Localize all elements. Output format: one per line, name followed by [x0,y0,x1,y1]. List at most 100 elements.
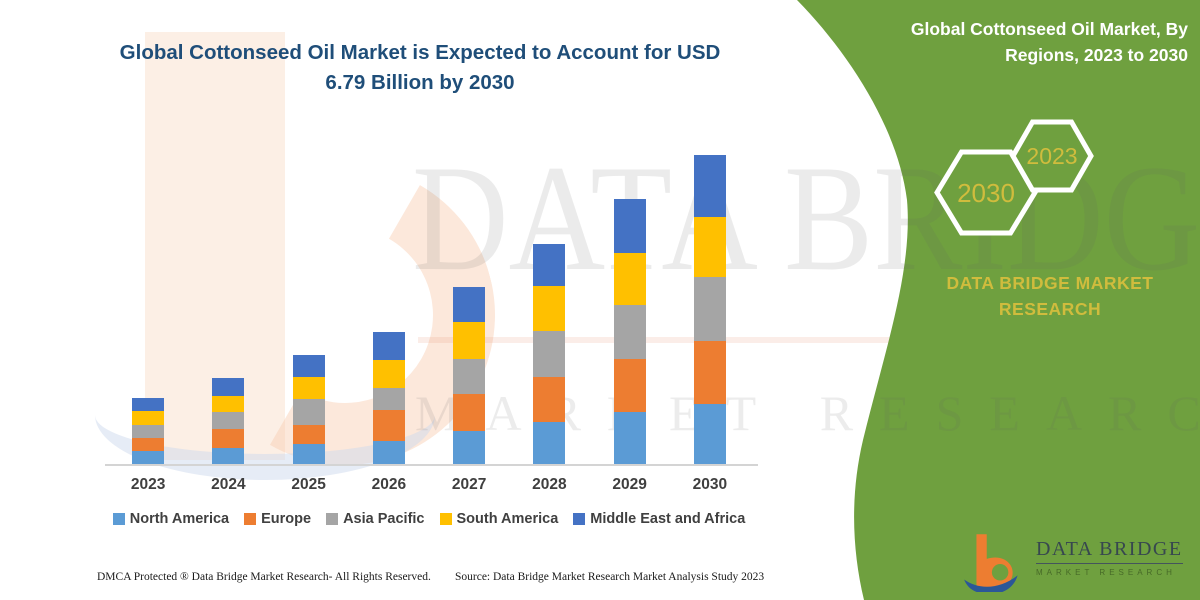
bar-segment-north-america [132,451,165,465]
bar-segment-middle-east-and-africa [533,244,566,286]
bar-segment-north-america [533,422,566,465]
bar-segment-south-america [372,360,405,388]
bar-column-2027: 2027 [429,155,509,493]
bar-segment-europe [693,341,726,404]
bar-segment-middle-east-and-africa [693,155,726,217]
hexagon-2030-label: 2030 [957,178,1015,208]
bar-segment-south-america [693,217,726,277]
bar-segment-asia-pacific [212,412,245,429]
legend-item-europe: Europe [244,511,311,527]
chart-title: Global Cottonseed Oil Market is Expected… [119,41,721,94]
footer-dmca-text: DMCA Protected ® Data Bridge Market Rese… [97,571,431,583]
bar-segment-asia-pacific [132,425,165,438]
brand-wordmark-block: DATA BRIDGE MARKET RESEARCH [1036,538,1183,577]
bar-column-2030: 2030 [670,155,750,493]
bar-segment-north-america [372,441,405,465]
bar-stack-2028 [533,244,566,465]
bar-segment-asia-pacific [693,277,726,341]
legend-label-asia-pacific: Asia Pacific [343,511,425,527]
x-axis-line [105,464,758,466]
legend-swatch-north-america [112,513,125,525]
bar-segment-south-america [132,411,165,425]
bar-segment-asia-pacific [292,399,325,425]
bar-segment-north-america [292,444,325,465]
watermark-underline-stripe [418,337,1098,343]
bar-segment-north-america [693,404,726,465]
panel-title: Global Cottonseed Oil Market, By Regions… [910,19,1188,66]
x-axis-label-2030: 2030 [692,476,728,493]
brand-wordmark: DATA BRIDGE [1036,538,1183,564]
legend-swatch-asia-pacific [326,513,339,525]
bar-segment-europe [613,359,646,412]
bar-column-2023: 2023 [108,155,188,493]
bar-stack-2027 [453,287,486,465]
bar-column-2025: 2025 [269,155,349,493]
bar-segment-europe [372,410,405,441]
legend-item-south-america: South America [439,511,559,527]
bar-segment-asia-pacific [613,305,646,359]
bar-segment-europe [533,377,566,422]
legend-label-south-america: South America [456,511,559,527]
legend-item-middle-east-and-africa: Middle East and Africa [573,511,745,527]
bar-segment-asia-pacific [372,388,405,410]
bar-segment-asia-pacific [453,359,486,394]
legend-swatch-europe [244,513,257,525]
bar-segment-south-america [453,322,486,359]
legend-item-north-america: North America [112,511,230,527]
bar-segment-south-america [212,396,245,412]
bar-stack-2024 [212,378,245,465]
bar-segment-south-america [533,286,566,331]
legend: North America Europe Asia Pacific South Ame… [100,511,758,527]
bar-stack-2023 [132,398,165,465]
green-panel-shape [797,0,1200,600]
bar-stack-2025 [292,355,325,465]
x-axis-label-2024: 2024 [211,476,246,493]
bar-column-2024: 2024 [188,155,268,493]
bar-segment-north-america [613,412,646,465]
bar-column-2028: 2028 [509,155,589,493]
legend-label-europe: Europe [261,511,312,527]
bar-column-2029: 2029 [590,155,670,493]
bar-segment-middle-east-and-africa [132,398,165,411]
bar-segment-asia-pacific [533,331,566,377]
bar-segment-europe [453,394,486,431]
legend-swatch-middle-east-and-africa [573,513,586,525]
panel-brand-caption: DATA BRIDGE MARKET RESEARCH [946,273,1154,320]
bar-segment-middle-east-and-africa [613,199,646,253]
legend-label-north-america: North America [129,511,230,527]
footer-source-text: Source: Data Bridge Market Research Mark… [455,571,765,583]
x-axis-label-2028: 2028 [532,476,567,493]
data-bridge-logo-icon [964,534,1018,592]
brand-tagline: MARKET RESEARCH [1036,568,1176,577]
brand-logo: DATA BRIDGE MARKET RESEARCH [960,532,1183,592]
bar-segment-north-america [453,431,486,465]
bar-segment-middle-east-and-africa [453,287,486,322]
legend-label-middle-east-and-africa: Middle East and Africa [590,511,746,527]
bar-segment-middle-east-and-africa [292,355,325,377]
x-axis-label-2029: 2029 [612,476,647,493]
hexagon-2023-label: 2023 [1026,143,1078,169]
x-axis-label-2026: 2026 [371,476,407,493]
legend-item-asia-pacific: Asia Pacific [326,511,425,527]
bar-column-2026: 2026 [349,155,429,493]
bar-segment-middle-east-and-africa [372,332,405,360]
bar-segment-middle-east-and-africa [212,378,245,396]
x-axis-label-2025: 2025 [291,476,326,493]
bar-segment-europe [132,438,165,451]
bar-segment-europe [292,425,325,444]
bar-stack-2030 [693,155,726,465]
bars-row: 2023 2024 2025 2026 2027 2028 2029 2030 [108,155,750,493]
bar-segment-north-america [212,448,245,465]
bar-segment-south-america [292,377,325,399]
legend-swatch-south-america [439,513,452,525]
x-axis-label-2023: 2023 [130,476,166,493]
bar-segment-europe [212,429,245,448]
bar-stack-2026 [372,332,405,465]
x-axis-label-2027: 2027 [451,476,487,493]
hexagon-2023 [1010,119,1094,193]
bar-stack-2029 [613,199,646,465]
bar-segment-south-america [613,253,646,305]
